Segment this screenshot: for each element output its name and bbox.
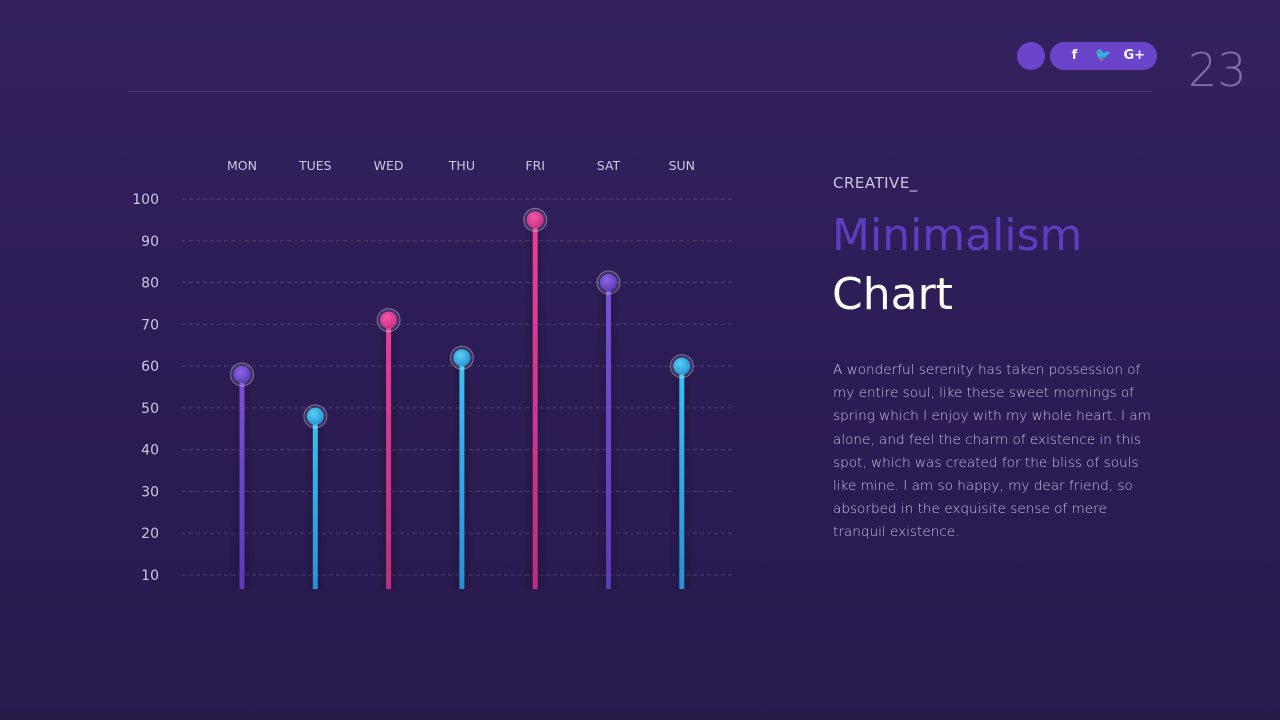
lollipop-stem — [239, 374, 245, 589]
body-paragraph: A wonderful serenity has taken possessio… — [833, 362, 1151, 541]
social-toggle-button[interactable] — [1017, 42, 1045, 70]
lollipop-stem — [459, 357, 465, 589]
x-category-label: SUN — [669, 158, 695, 173]
y-tick-label: 40 — [141, 443, 159, 459]
title-accent: Minimalism — [832, 210, 1083, 261]
x-category-label: SAT — [597, 158, 621, 173]
eyebrow-label: CREATIVE_ — [833, 174, 918, 192]
x-category-label: FRI — [525, 158, 545, 173]
y-tick-label: 10 — [141, 568, 159, 584]
lollipop-stem — [606, 282, 611, 589]
lollipop-dot — [600, 274, 617, 292]
twitter-icon[interactable]: 🐦 — [1095, 48, 1112, 63]
lollipop-stem — [679, 366, 685, 589]
y-tick-label: 80 — [141, 276, 159, 292]
y-tick-label: 90 — [141, 234, 159, 250]
lollipop-dot — [306, 407, 324, 425]
social-links: f 🐦 G+ — [1050, 42, 1157, 70]
top-divider — [128, 91, 1152, 92]
x-axis-categories: MON TUES WED THU FRI SAT SUN — [227, 158, 695, 173]
title-main: Chart — [832, 269, 953, 320]
x-category-label: TUES — [298, 158, 332, 173]
facebook-icon[interactable]: f — [1071, 48, 1078, 63]
y-tick-label: 30 — [141, 484, 159, 500]
lollipop-dot — [453, 349, 471, 367]
lollipop-stem — [312, 416, 318, 589]
x-category-label: MON — [227, 158, 257, 173]
lollipop-stem — [386, 320, 392, 589]
lollipop-dot — [380, 311, 398, 329]
y-tick-label: 60 — [141, 359, 159, 375]
google-plus-icon[interactable]: G+ — [1123, 48, 1146, 63]
y-tick-label: 100 — [132, 192, 159, 208]
page-number: 23 — [1188, 43, 1247, 97]
y-axis-ticks: 100 90 80 70 60 50 40 30 20 10 — [132, 192, 159, 584]
x-category-label: THU — [448, 158, 475, 173]
lollipop-dot — [673, 357, 691, 375]
lollipop-dot — [526, 211, 544, 229]
y-tick-label: 70 — [141, 317, 159, 333]
x-category-label: WED — [374, 158, 404, 173]
chart-marks — [230, 207, 694, 589]
y-tick-label: 20 — [141, 526, 159, 542]
lollipop-stem — [532, 219, 538, 589]
y-tick-label: 50 — [141, 401, 159, 417]
lollipop-dot — [233, 365, 251, 383]
